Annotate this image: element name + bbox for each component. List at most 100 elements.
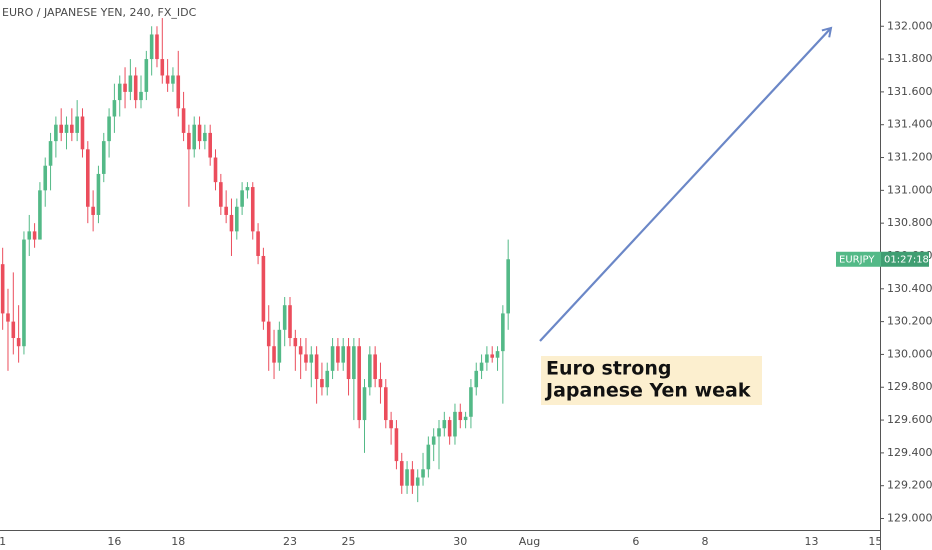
- candle-body: [288, 305, 292, 339]
- candle-body: [485, 354, 489, 363]
- candle-body: [38, 190, 42, 240]
- y-tick-label: 130.2000: [887, 315, 932, 328]
- candle-body: [405, 469, 409, 486]
- y-tick-label: 129.6000: [887, 413, 932, 426]
- candle-body: [426, 444, 431, 470]
- candle-body: [261, 255, 266, 322]
- candle-body: [479, 362, 484, 371]
- chart-title: EURO / JAPANESE YEN, 240, FX_IDC: [2, 6, 197, 19]
- candle-body: [96, 173, 101, 215]
- candle-body: [64, 124, 69, 133]
- candle-body: [506, 259, 510, 314]
- annotation-text: Japanese Yen weak: [544, 380, 751, 402]
- y-tick-label: 130.0000: [887, 347, 932, 360]
- candle-body: [437, 428, 441, 437]
- candle-body: [133, 75, 138, 101]
- y-tick-label: 129.0000: [887, 512, 932, 525]
- candle-body: [463, 416, 468, 421]
- candle-body: [70, 124, 74, 133]
- candle-body: [256, 231, 260, 256]
- candle-body: [474, 370, 479, 388]
- candle-body: [320, 379, 324, 388]
- candle-body: [0, 264, 5, 314]
- candle-body: [224, 206, 228, 215]
- candle-body: [181, 108, 186, 133]
- candle-body: [86, 149, 90, 207]
- candle-body: [176, 75, 181, 109]
- x-tick-label: 30: [453, 535, 467, 548]
- candle-body: [389, 420, 393, 429]
- candle-body: [442, 420, 447, 429]
- x-tick-label: 1: [0, 535, 6, 548]
- price-axis-panel: [880, 0, 932, 550]
- candle-body: [399, 461, 404, 486]
- candle-body: [266, 321, 271, 347]
- candle-body: [107, 116, 111, 142]
- candle-body: [123, 83, 127, 92]
- candle-body: [219, 182, 223, 207]
- candle-body: [282, 305, 287, 330]
- candle-body: [325, 370, 330, 388]
- candle-body: [346, 346, 351, 380]
- candle-body: [410, 469, 415, 486]
- candle-body: [6, 313, 10, 322]
- price-badge: EURJPY 01:27:18: [836, 251, 929, 267]
- y-tick-label: 131.0000: [887, 183, 932, 196]
- candle-body: [11, 321, 16, 339]
- y-tick-label: 129.2000: [887, 479, 932, 492]
- candle-body: [234, 206, 239, 232]
- candle-body: [48, 141, 53, 166]
- candle-body: [101, 141, 106, 174]
- candle-body: [112, 100, 117, 117]
- candle-body: [421, 469, 425, 478]
- x-tick-label: Aug: [519, 535, 540, 548]
- candle-body: [495, 351, 500, 358]
- badge-countdown: 01:27:18: [884, 254, 929, 265]
- y-tick-label: 131.2000: [887, 151, 932, 164]
- x-tick-label: 16: [107, 535, 121, 548]
- candle-body: [192, 124, 197, 150]
- candle-body: [229, 214, 234, 232]
- candle-body: [213, 157, 218, 183]
- candle-body: [394, 428, 399, 462]
- x-tick-label: 13: [804, 535, 818, 548]
- trend-arrow: [539, 26, 833, 342]
- y-tick-label: 131.8000: [887, 52, 932, 65]
- candle-body: [362, 387, 367, 421]
- y-tick-label: 131.4000: [887, 118, 932, 131]
- x-tick-label: 25: [342, 535, 356, 548]
- x-tick-label: 6: [632, 535, 639, 548]
- candles: [0, 18, 510, 503]
- candle-body: [383, 387, 388, 421]
- candle-body: [453, 411, 457, 437]
- candle-body: [245, 187, 250, 191]
- x-tick-label: 8: [702, 535, 709, 548]
- candle-body: [373, 354, 377, 380]
- candle-body: [378, 379, 383, 388]
- y-tick-label: 131.6000: [887, 85, 932, 98]
- candle-body: [357, 346, 361, 421]
- candle-body: [75, 116, 79, 133]
- candle-body: [272, 346, 276, 363]
- candle-body: [139, 91, 143, 101]
- candle-body: [187, 132, 191, 150]
- x-tick-label: 15: [868, 535, 882, 548]
- annotation-box: [541, 356, 762, 405]
- badge-countdown-bg: [881, 251, 929, 267]
- candle-body: [16, 338, 21, 347]
- candle-body: [352, 346, 356, 380]
- candle-body: [117, 83, 122, 101]
- candle-body: [59, 124, 63, 133]
- candle-body: [415, 477, 420, 486]
- candle-body: [240, 190, 244, 207]
- y-tick-label: 129.8000: [887, 380, 932, 393]
- candle-body: [155, 34, 159, 60]
- candle-body: [54, 124, 58, 142]
- candle-body: [447, 420, 452, 437]
- x-tick-label: 23: [283, 535, 297, 548]
- candle-body: [469, 387, 473, 417]
- candle-body: [149, 34, 154, 60]
- candle-body: [22, 239, 26, 347]
- candle-body: [501, 313, 505, 352]
